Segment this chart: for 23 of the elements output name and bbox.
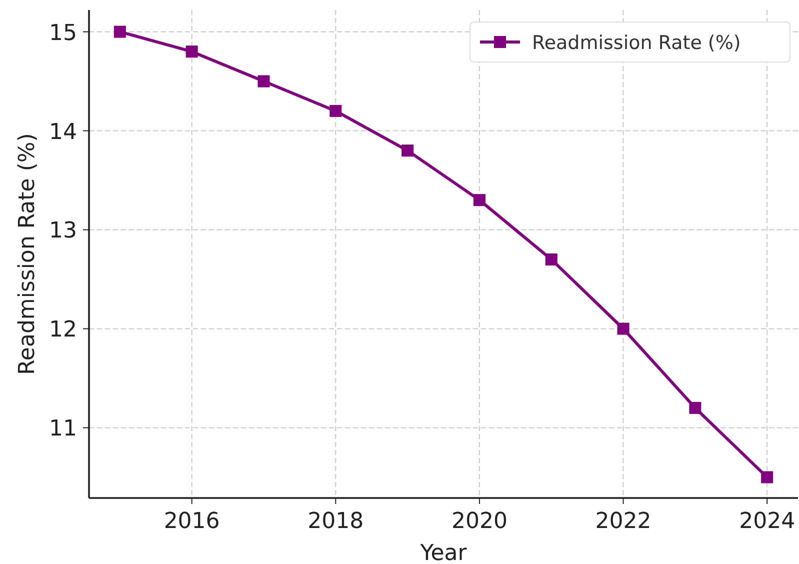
point (689, 402, 702, 414)
y-tick-label: 14 (49, 120, 77, 145)
y-tick-label: 11 (49, 416, 77, 442)
point (402, 144, 414, 157)
y-tick-label: 12 (49, 318, 77, 343)
y-tick-label: 15 (49, 20, 77, 46)
y-tick-label: 13 (49, 218, 77, 244)
point (114, 26, 126, 38)
legend-label: Readmission Rate (%) (532, 32, 741, 54)
point (545, 253, 558, 266)
point (186, 46, 198, 58)
x-tick-label: 2024 (739, 509, 796, 534)
x-tick-label: 2020 (451, 509, 508, 534)
point (330, 104, 342, 117)
point (258, 75, 270, 88)
point (617, 322, 630, 335)
y-axis-title: Readmission Rate (%) (15, 133, 40, 375)
x-tick-label: 2016 (164, 509, 220, 534)
x-tick-label: 2018 (308, 509, 364, 534)
x-axis-title: Year (419, 541, 468, 564)
x-tick-label: 2022 (595, 509, 652, 534)
point (761, 471, 774, 484)
point (473, 194, 486, 206)
